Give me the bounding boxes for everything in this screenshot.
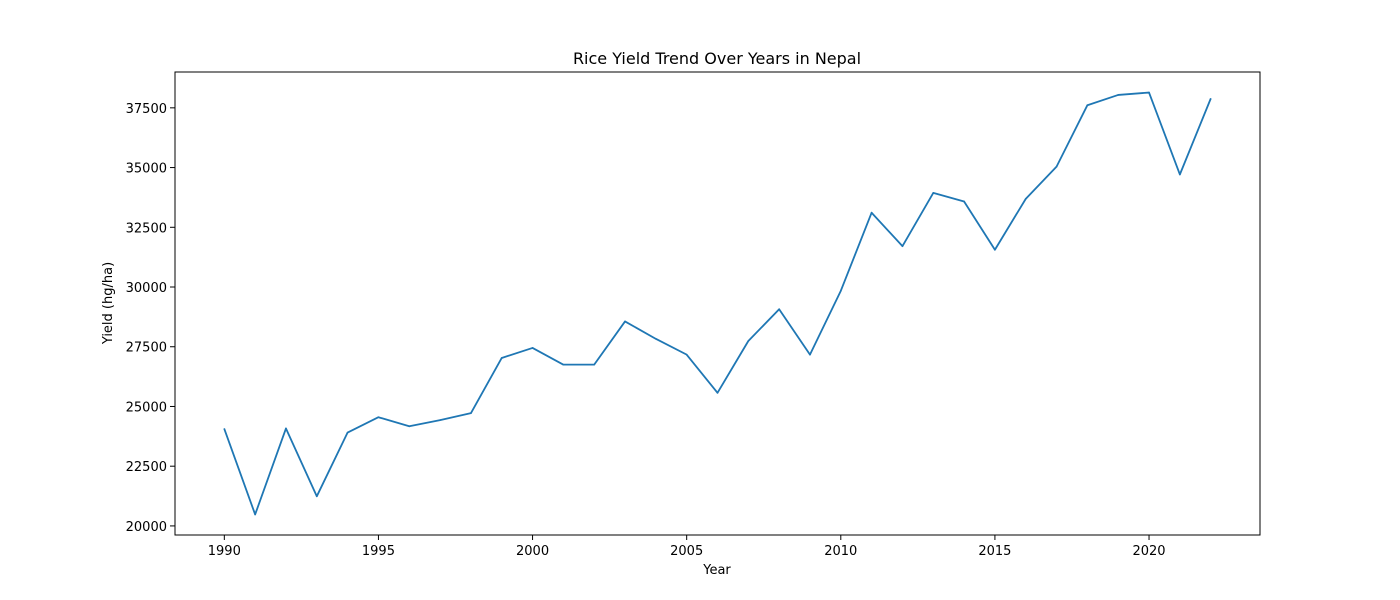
y-tick-label: 30000 <box>126 281 167 296</box>
x-tick-label: 2000 <box>516 544 549 559</box>
y-axis-title: Yield (hg/ha) <box>101 262 116 345</box>
x-axis-title: Year <box>702 563 731 578</box>
data-point <box>1179 173 1181 176</box>
data-point <box>408 425 411 428</box>
data-point <box>1209 97 1212 100</box>
data-point <box>716 392 719 394</box>
y-tick-label: 37500 <box>126 102 167 117</box>
series-layer <box>223 91 1212 516</box>
data-point <box>377 416 380 419</box>
data-point <box>778 308 780 311</box>
y-tick-label: 35000 <box>126 162 167 177</box>
data-point <box>1148 91 1150 94</box>
data-point <box>747 340 750 342</box>
data-point <box>963 200 965 203</box>
data-point <box>562 363 565 366</box>
data-point <box>994 248 996 251</box>
data-point <box>1024 198 1027 200</box>
data-point <box>315 495 318 498</box>
data-point <box>655 338 657 340</box>
data-point <box>1117 94 1120 96</box>
data-point <box>685 353 688 356</box>
data-point <box>346 431 349 434</box>
y-tick-label: 27500 <box>126 341 167 356</box>
data-point <box>870 211 873 214</box>
y-tick-label: 22500 <box>126 460 167 475</box>
data-point <box>254 513 256 516</box>
data-point <box>932 192 935 194</box>
plot-area <box>174 71 1261 536</box>
plot-frame <box>174 71 1261 536</box>
data-point <box>500 357 503 359</box>
data-point <box>1055 165 1058 168</box>
data-point <box>439 419 441 421</box>
data-point <box>593 363 596 366</box>
data-point <box>470 412 472 414</box>
x-axis: 1990 1995 2000 2005 2010 2015 2020 <box>208 535 1166 559</box>
x-tick-label: 2020 <box>1132 544 1165 559</box>
data-point <box>839 290 842 292</box>
data-point <box>531 347 534 349</box>
x-tick-label: 2005 <box>670 544 703 559</box>
x-tick-label: 2010 <box>824 544 857 559</box>
x-tick-label: 1995 <box>362 544 395 559</box>
chart-title: Rice Yield Trend Over Years in Nepal <box>573 49 861 68</box>
data-point <box>901 245 904 247</box>
data-point <box>223 428 226 430</box>
data-point <box>285 427 287 430</box>
data-point <box>624 320 626 323</box>
y-tick-label: 25000 <box>126 400 167 415</box>
x-tick-label: 1990 <box>208 544 241 559</box>
data-point <box>1086 104 1089 107</box>
data-point <box>809 353 811 356</box>
y-tick-label: 20000 <box>126 520 167 535</box>
x-tick-label: 2015 <box>978 544 1011 559</box>
y-tick-label: 32500 <box>126 221 167 236</box>
y-axis: 20000 22500 25000 27500 30000 32500 35000 37500 <box>126 102 175 535</box>
